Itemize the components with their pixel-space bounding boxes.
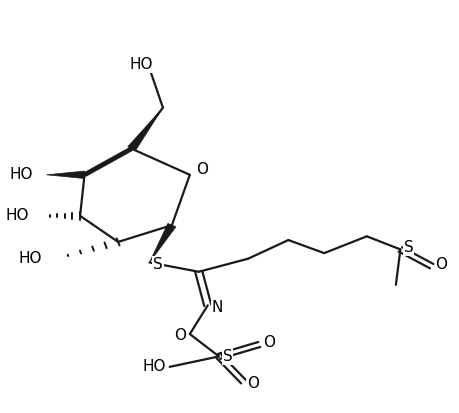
Polygon shape <box>149 223 175 262</box>
Polygon shape <box>128 108 162 151</box>
Text: S: S <box>153 257 162 272</box>
Text: S: S <box>403 240 413 255</box>
Text: O: O <box>196 162 208 177</box>
Text: HO: HO <box>5 208 28 223</box>
Polygon shape <box>46 171 84 178</box>
Text: HO: HO <box>142 359 166 374</box>
Text: O: O <box>434 257 446 272</box>
Text: S: S <box>222 349 232 364</box>
Text: HO: HO <box>18 251 42 266</box>
Text: N: N <box>211 300 222 315</box>
Text: O: O <box>174 328 186 343</box>
Text: HO: HO <box>10 167 33 182</box>
Text: O: O <box>246 376 258 391</box>
Text: HO: HO <box>129 57 152 72</box>
Text: O: O <box>262 335 274 350</box>
